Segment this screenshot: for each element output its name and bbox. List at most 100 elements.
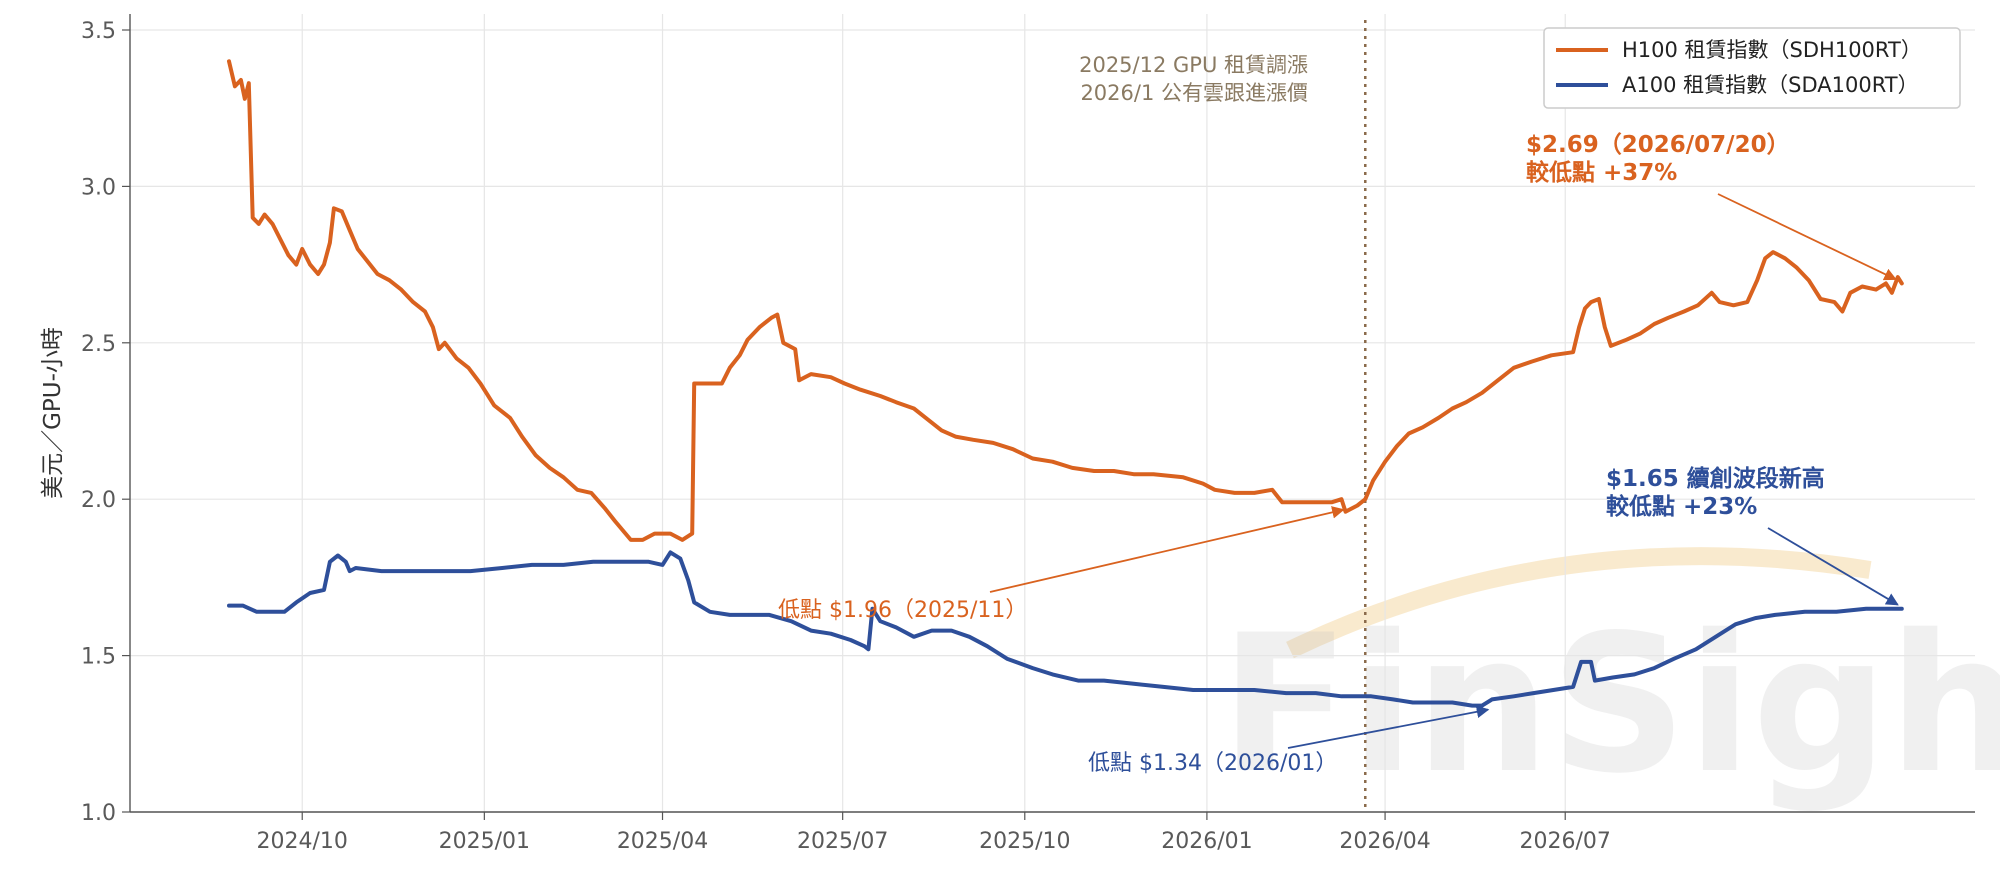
data-point-a100: [678, 557, 682, 561]
data-point-a100: [866, 647, 871, 651]
x-tick-label: 2024/10: [257, 829, 348, 854]
data-point-h100: [1840, 309, 1844, 314]
data-point-a100: [1834, 610, 1838, 614]
data-point-a100: [686, 578, 690, 583]
data-point-h100: [1874, 288, 1878, 292]
data-point-h100: [708, 381, 712, 386]
data-point-h100: [1583, 306, 1587, 310]
data-point-h100: [1512, 366, 1516, 370]
data-point-h100: [720, 381, 724, 386]
data-point-h100: [1625, 338, 1629, 342]
data-point-h100: [1496, 378, 1500, 382]
data-point-a100: [647, 560, 651, 564]
data-point-a100: [949, 629, 954, 633]
data-point-a100: [282, 610, 286, 614]
data-point-h100: [1860, 284, 1864, 289]
data-point-h100: [1201, 482, 1205, 486]
data-point-a100: [591, 560, 595, 564]
data-point-h100: [1349, 507, 1353, 511]
data-point-h100: [1050, 460, 1055, 464]
data-point-h100: [757, 325, 762, 329]
data-point-a100: [1314, 691, 1318, 695]
data-point-h100: [668, 532, 673, 536]
data-point-h100: [520, 435, 524, 439]
data-point-h100: [878, 394, 882, 398]
data-point-a100: [1161, 685, 1165, 689]
data-point-a100: [344, 560, 348, 564]
data-point-h100: [270, 222, 275, 226]
x-tick-label: 2025/04: [617, 829, 708, 854]
data-point-h100: [1783, 256, 1787, 260]
data-point-a100: [530, 563, 534, 567]
data-point-h100: [912, 406, 916, 411]
data-point-a100: [1531, 691, 1536, 695]
data-point-a100: [1431, 700, 1435, 705]
data-point-h100: [431, 325, 435, 329]
data-point-a100: [1490, 697, 1494, 702]
y-tick-label: 3.5: [81, 19, 116, 44]
data-point-h100: [797, 378, 801, 382]
data-point-h100: [1597, 297, 1601, 301]
data-point-h100: [423, 309, 427, 314]
data-point-h100: [1638, 331, 1642, 335]
data-point-h100: [1339, 497, 1344, 501]
data-point-a100: [294, 600, 298, 605]
data-point-h100: [1530, 360, 1534, 364]
data-point-h100: [769, 316, 774, 320]
data-point-a100: [1753, 616, 1757, 620]
legend-label-h100: H100 租賃指數（SDH100RT）: [1622, 38, 1922, 62]
data-point-a100: [1803, 610, 1807, 614]
axes: 1.0 1.5 2.0 2.5 3.0 3.5 2024/10 2025/01 2025/04 2…: [40, 14, 1975, 854]
data-point-a100: [348, 569, 352, 573]
data-point-a100: [1369, 694, 1373, 698]
data-point-h100: [1450, 406, 1454, 411]
data-point-h100: [508, 416, 512, 420]
data-point-a100: [708, 610, 712, 614]
data-point-h100: [781, 341, 785, 345]
data-point-h100: [1383, 460, 1387, 464]
data-point-h100: [858, 388, 863, 392]
data-point-a100: [967, 635, 972, 639]
data-point-a100: [1005, 657, 1009, 661]
data-point-h100: [443, 341, 447, 345]
data-point-a100: [439, 569, 443, 573]
watermark: FinSight: [1220, 547, 2000, 815]
data-point-h100: [953, 435, 958, 439]
data-point-h100: [1795, 266, 1799, 270]
data-point-a100: [912, 635, 916, 639]
data-point-a100: [328, 560, 332, 564]
data-point-a100: [1480, 704, 1484, 708]
series-points-h100: [227, 59, 1904, 542]
data-point-a100: [985, 644, 989, 648]
x-tick-label: 2026/07: [1520, 829, 1611, 854]
data-point-h100: [575, 488, 580, 492]
data-point-h100: [1884, 281, 1888, 285]
data-point-a100: [789, 619, 793, 623]
data-point-a100: [1714, 635, 1718, 639]
arrow-h100-high: [1717, 193, 1897, 281]
data-point-a100: [862, 644, 867, 648]
data-point-h100: [399, 288, 403, 292]
data-point-h100: [247, 81, 251, 85]
data-point-h100: [1151, 472, 1156, 476]
data-point-h100: [1710, 291, 1714, 295]
data-point-h100: [971, 438, 975, 442]
data-point-a100: [561, 563, 566, 567]
a100-high-label-2: 較低點 +23%: [1606, 493, 1757, 520]
x-tick-label: 2025/07: [797, 829, 888, 854]
data-point-a100: [1132, 682, 1136, 686]
data-point-h100: [332, 206, 336, 210]
data-point-h100: [308, 263, 312, 267]
watermark-text: FinSight: [1220, 594, 2000, 815]
data-point-h100: [1666, 316, 1670, 320]
data-point-h100: [1092, 469, 1096, 473]
arrow-h100-low: [989, 506, 1345, 593]
data-point-h100: [233, 84, 237, 88]
data-point-h100: [1652, 322, 1656, 326]
data-point-h100: [375, 272, 380, 276]
legend-label-a100: A100 租賃指數（SDA100RT）: [1622, 73, 1919, 97]
data-point-a100: [1339, 694, 1344, 698]
data-point-h100: [1270, 488, 1274, 492]
a100-high-label-1: $1.65 續創波段新高: [1606, 465, 1825, 492]
data-point-a100: [1391, 697, 1395, 702]
